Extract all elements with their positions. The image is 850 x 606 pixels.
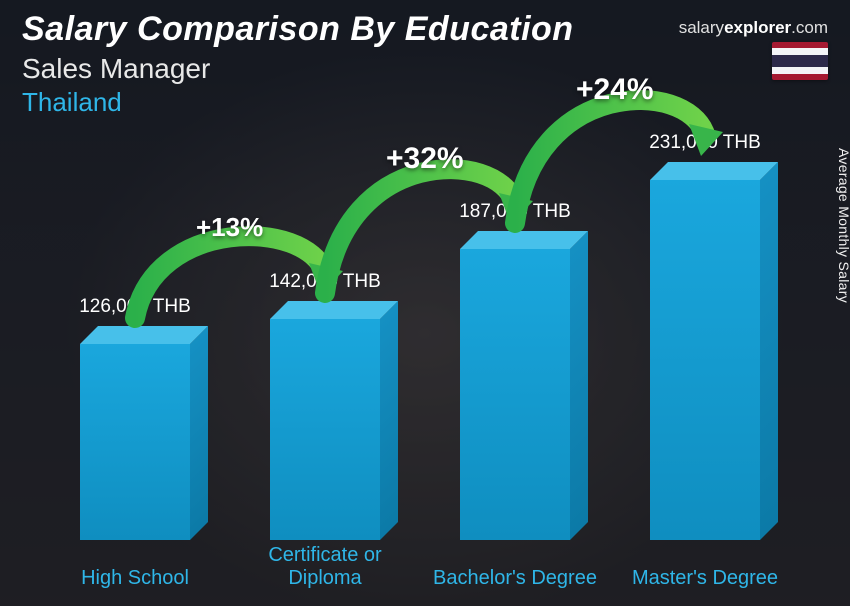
bar-chart: 126,000 THBHigh School142,000 THBCertifi… [40,118,810,588]
source-label: salaryexplorer.com [679,18,828,38]
increase-pct: +24% [576,73,654,107]
source-prefix: salary [679,18,724,37]
y-axis-label: Average Monthly Salary [836,148,850,303]
flag-thailand [772,42,828,80]
chart-country: Thailand [22,87,828,118]
chart-subtitle: Sales Manager [22,53,828,85]
header: Salary Comparison By Education Sales Man… [22,10,828,118]
source-suffix: .com [791,18,828,37]
source-bold: explorer [724,18,791,37]
increase-arc [40,118,810,588]
